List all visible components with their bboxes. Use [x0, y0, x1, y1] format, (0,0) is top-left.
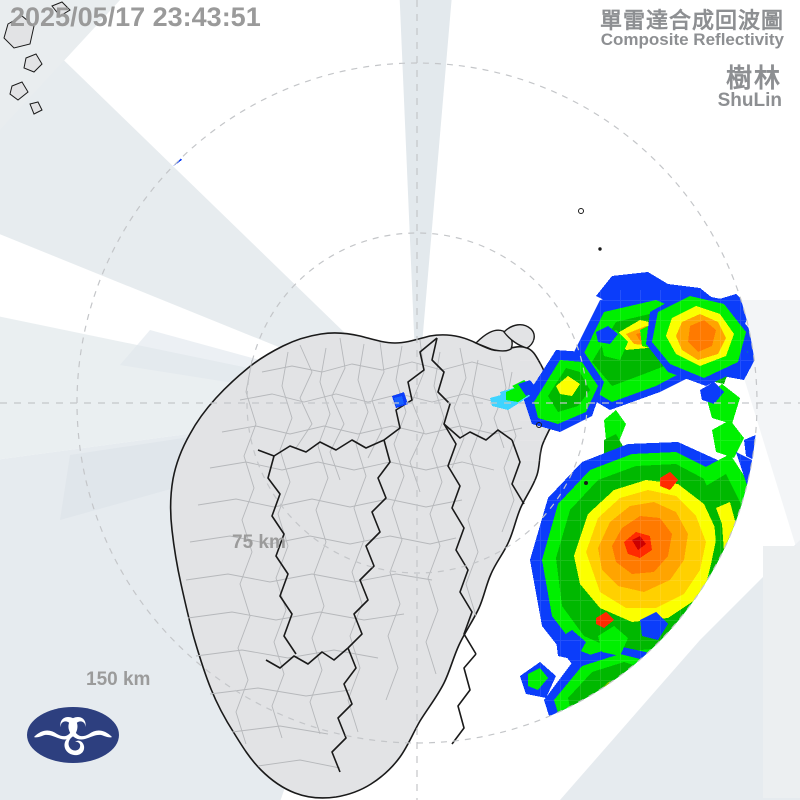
logo-wave-mark — [34, 717, 112, 756]
radar-site-name-zh: 樹林 — [725, 63, 782, 93]
timestamp: 2025/05/17 23:43:51 — [10, 2, 261, 32]
cwa-logo — [27, 707, 119, 763]
county-boundaries — [257, 337, 525, 773]
echo-pixel-texture — [520, 290, 757, 743]
offshore-dots — [536, 208, 602, 485]
product-title-en: Composite Reflectivity — [600, 30, 784, 49]
range-ring-75km — [246, 232, 588, 574]
range-ring-label-75km: 75 km — [232, 532, 286, 553]
product-title-zh: 單雷達合成回波圖 — [599, 8, 784, 33]
radar-site-name-en: ShuLin — [717, 90, 782, 111]
echo-cell-keelung — [392, 392, 408, 408]
echo-cell-upper-right — [646, 292, 752, 386]
range-ring-label-150km: 150 km — [86, 669, 151, 690]
echo-cell-ne-coast — [490, 380, 538, 410]
colorbar-panel: dBZ 65605550454035302520151050 — [763, 546, 800, 798]
offshore-islets — [3, 1, 71, 115]
